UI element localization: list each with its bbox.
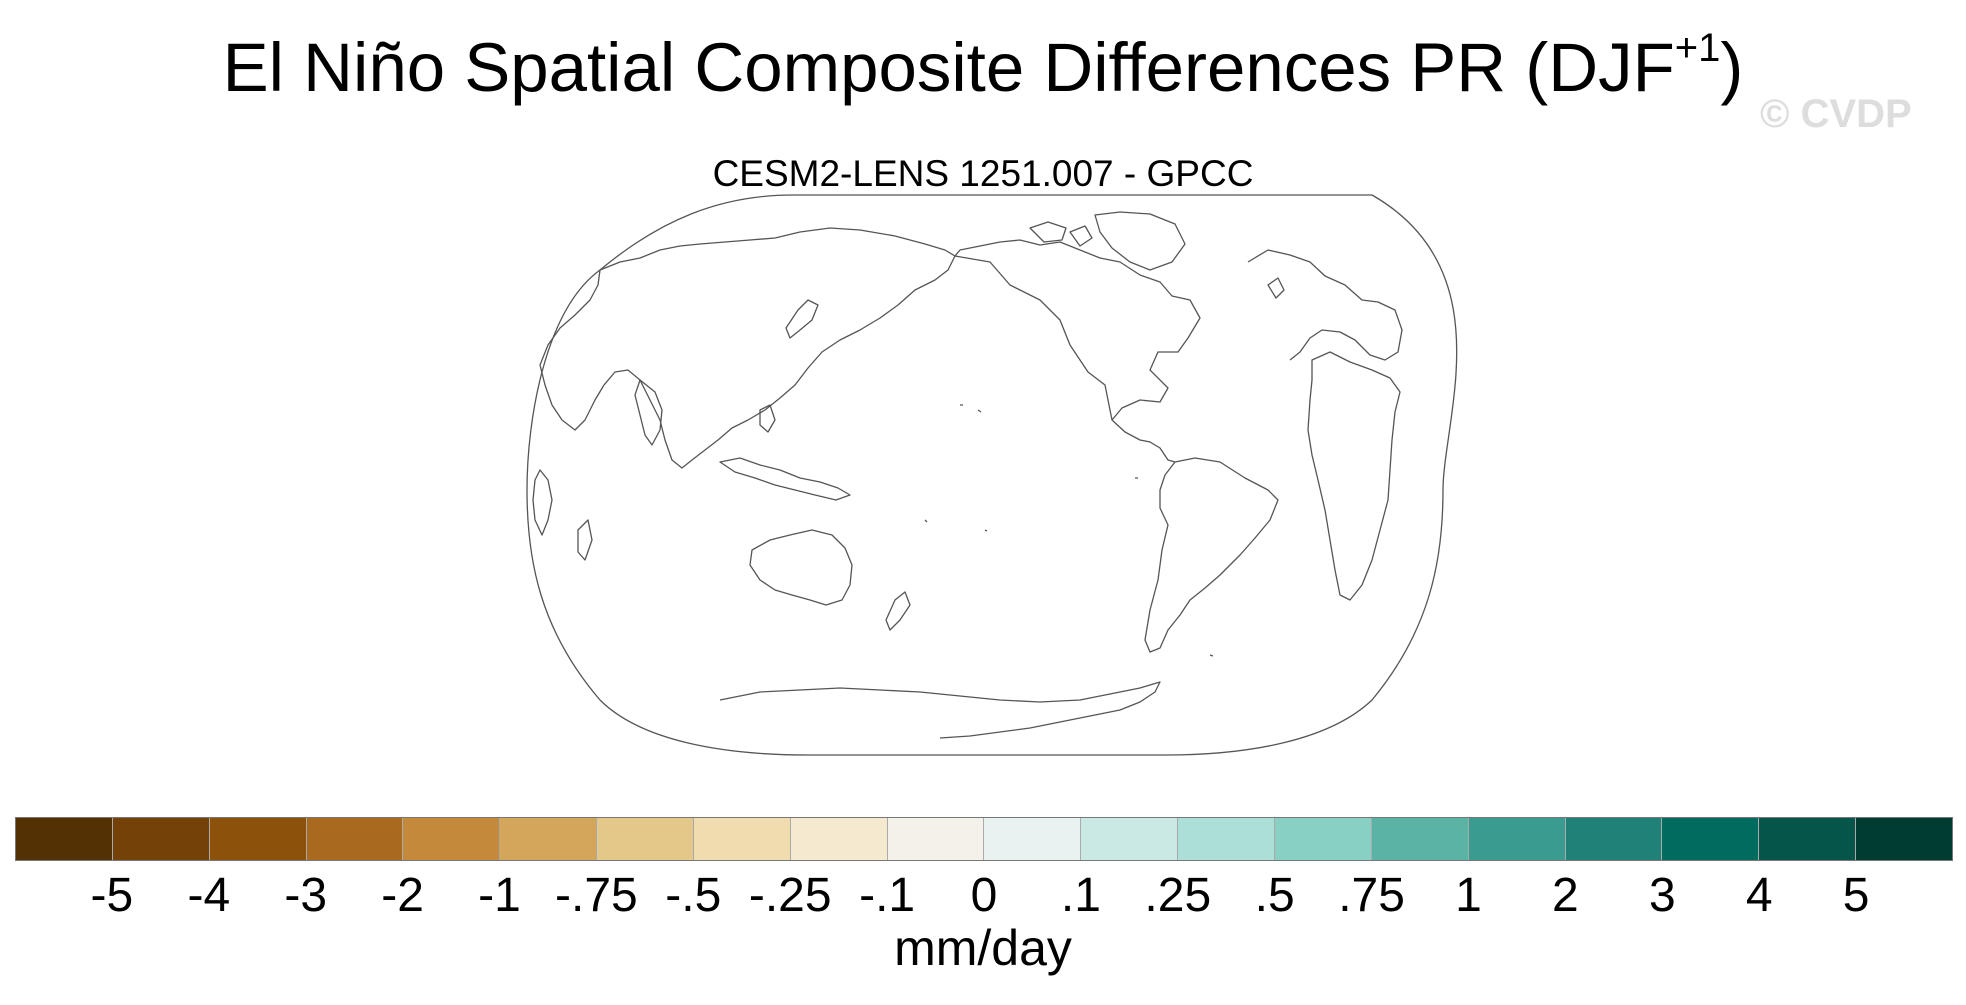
antarctica-coast (719, 681, 1161, 739)
colorbar-tick-label: -.75 (555, 869, 638, 922)
colorbar-tick-label: .5 (1254, 869, 1295, 922)
colorbar-box (403, 818, 501, 860)
colorbar-tick-label: 2 (1552, 869, 1579, 922)
colorbar-units-label: mm/day (894, 920, 1072, 976)
title-text: El Niño Spatial Composite Differences PR… (222, 29, 1675, 106)
australia-coast (749, 529, 853, 606)
colorbar-tick-label: -2 (381, 869, 424, 922)
asia-coast (539, 227, 956, 469)
colorbar-box (790, 818, 888, 860)
colorbar-box (306, 818, 404, 860)
colorbar-tick-label: -5 (90, 869, 134, 922)
colorbar-box (1178, 818, 1275, 860)
colorbar-box (1371, 818, 1469, 860)
british-isles (1267, 277, 1285, 299)
colorbar-tick-label: -4 (187, 869, 231, 922)
panel-subtitle: CESM2-LENS 1251.007 - GPCC (712, 153, 1254, 194)
colorbar-box (1565, 818, 1663, 860)
colorbar-box (209, 818, 307, 860)
south-america-coast (1144, 457, 1279, 653)
title-superscript: +1 (1674, 26, 1721, 70)
colorbar-box (1662, 818, 1760, 860)
colorbar-tick-label: 0 (970, 869, 998, 922)
north-america-coast (954, 239, 1201, 421)
title-close: ) (1720, 29, 1744, 106)
colorbar (15, 817, 1953, 861)
colorbar-box (1468, 818, 1566, 860)
greenland-coast (1094, 211, 1186, 271)
colorbar-tick-label: .1 (1060, 869, 1101, 922)
africa-west-edge (532, 469, 553, 536)
world-map (526, 194, 1458, 756)
colorbar-box (693, 818, 791, 860)
colorbar-box (500, 818, 598, 860)
indonesia-coast (719, 457, 851, 501)
map-frame (526, 194, 1458, 756)
central-america-coast (1111, 419, 1176, 463)
colorbar-tick-label: -3 (284, 869, 328, 922)
africa-coast (1307, 351, 1401, 601)
colorbar-tick-label: -.25 (748, 869, 832, 922)
colorbar-box (1081, 818, 1179, 860)
colorbar-tick-label: 1 (1455, 869, 1482, 922)
colorbar-box (984, 818, 1082, 860)
colorbar-tick-label: -.5 (665, 869, 722, 922)
new-zealand-coast (885, 591, 911, 631)
colorbar-tick-label: .75 (1338, 869, 1405, 922)
colorbar-tick-labels: -5 -4 -3 -2 -1 -.75 -.5 -.25 -.1 0 .1 .25 .5 .75 1 2 3 4 5 (0, 866, 1966, 926)
colorbar-tick-label: .25 (1144, 869, 1212, 922)
colorbar-box (112, 818, 210, 860)
colorbar-tick-label: 3 (1648, 869, 1676, 922)
europe-coast (1247, 249, 1403, 361)
colorbar-tick-label: 4 (1745, 869, 1773, 922)
colorbar-box (16, 818, 113, 860)
colorbar-box (1759, 818, 1857, 860)
arctic-islands (1029, 221, 1093, 247)
cvdp-watermark: © CVDP (1760, 92, 1912, 136)
colorbar-box (1274, 818, 1372, 860)
colorbar-box (1856, 818, 1952, 860)
japan-coast (785, 299, 819, 339)
pacific-islands (924, 404, 1214, 657)
colorbar-tick-label: -.1 (859, 869, 916, 922)
colorbar-box (887, 818, 985, 860)
madagascar-coast (577, 519, 593, 561)
figure-title: El Niño Spatial Composite Differences PR… (0, 28, 1966, 108)
colorbar-tick-label: -1 (478, 869, 521, 922)
philippines-coast (759, 404, 776, 433)
india-coast (634, 379, 663, 446)
colorbar-box (597, 818, 694, 860)
colorbar-tick-label: 5 (1842, 869, 1870, 922)
